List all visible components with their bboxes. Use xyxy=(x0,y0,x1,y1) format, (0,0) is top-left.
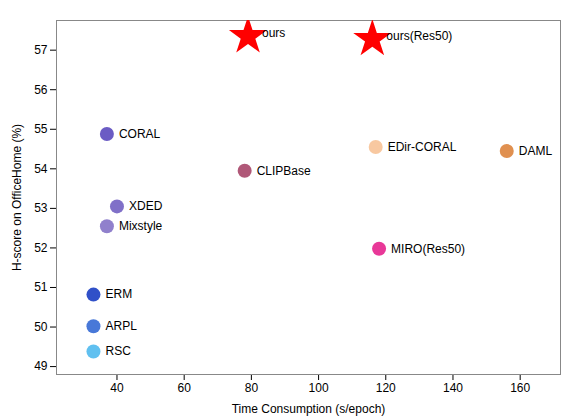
svg-text:XDED: XDED xyxy=(129,199,163,213)
svg-text:RSC: RSC xyxy=(105,344,131,358)
svg-text:52: 52 xyxy=(34,241,48,255)
svg-text:80: 80 xyxy=(245,381,259,395)
svg-text:DAML: DAML xyxy=(519,144,553,158)
svg-text:140: 140 xyxy=(443,381,463,395)
svg-text:60: 60 xyxy=(178,381,192,395)
svg-text:57: 57 xyxy=(34,43,48,57)
svg-text:ours: ours xyxy=(262,26,285,40)
svg-text:EDir-CORAL: EDir-CORAL xyxy=(388,140,457,154)
svg-text:Time Consumption (s/epoch): Time Consumption (s/epoch) xyxy=(232,402,386,416)
svg-text:53: 53 xyxy=(34,201,48,215)
svg-text:54: 54 xyxy=(34,162,48,176)
svg-text:100: 100 xyxy=(309,381,329,395)
svg-text:ERM: ERM xyxy=(105,287,132,301)
svg-text:49: 49 xyxy=(34,359,48,373)
svg-text:55: 55 xyxy=(34,122,48,136)
svg-text:120: 120 xyxy=(376,381,396,395)
svg-text:CORAL: CORAL xyxy=(119,127,161,141)
svg-text:56: 56 xyxy=(34,83,48,97)
svg-text:CLIPBase: CLIPBase xyxy=(257,164,311,178)
svg-text:Mixstyle: Mixstyle xyxy=(119,219,163,233)
svg-text:40: 40 xyxy=(110,381,124,395)
svg-text:50: 50 xyxy=(34,320,48,334)
svg-text:MIRO(Res50): MIRO(Res50) xyxy=(391,242,465,256)
svg-text:ours(Res50): ours(Res50) xyxy=(386,29,452,43)
svg-text:51: 51 xyxy=(34,280,48,294)
svg-text:ARPL: ARPL xyxy=(105,319,137,333)
svg-text:H-score on OfficeHome (%): H-score on OfficeHome (%) xyxy=(10,124,24,271)
svg-text:160: 160 xyxy=(510,381,530,395)
